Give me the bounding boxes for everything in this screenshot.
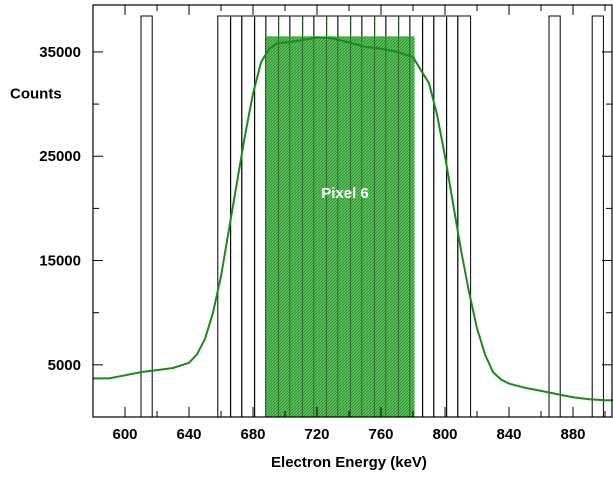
x-tick-label: 760 [368,426,393,443]
x-tick-label: 880 [560,426,585,443]
y-axis-title: Counts [10,86,62,103]
pixel-window-bar [217,15,232,417]
axes-box [92,4,613,418]
highlighted-pixel-region [265,36,415,417]
pixel-window-bar [140,15,153,417]
x-tick-label: 680 [240,426,265,443]
plot-area [93,15,613,417]
pixel-window-bar [591,15,604,417]
y-tick-label: 35000 [39,44,81,61]
x-tick-label: 800 [432,426,457,443]
series-line [93,36,613,402]
axis-ticks: 600 640 680 720 760 800 840 880 5000 15000 25000 35… [39,5,612,443]
x-tick-label: 840 [496,426,521,443]
plot-frame [92,4,613,418]
x-tick-label: 720 [304,426,329,443]
pixel-window-bar [230,15,243,417]
pixel-annotation: Pixel 6 [321,185,369,202]
pixel-window-bar [433,15,448,417]
y-tick-label: 25000 [39,148,81,165]
y-tick-label: 15000 [39,253,81,270]
pixel-window-bar [254,15,267,417]
y-tick-label: 5000 [48,357,81,374]
x-axis-title: Electron Energy (keV) [271,454,427,471]
x-tick-label: 600 [112,426,137,443]
pixel-window-bar [457,15,472,417]
x-tick-label: 640 [176,426,201,443]
pixel-window-bar [241,15,256,417]
pixel-window-bar [548,15,561,417]
